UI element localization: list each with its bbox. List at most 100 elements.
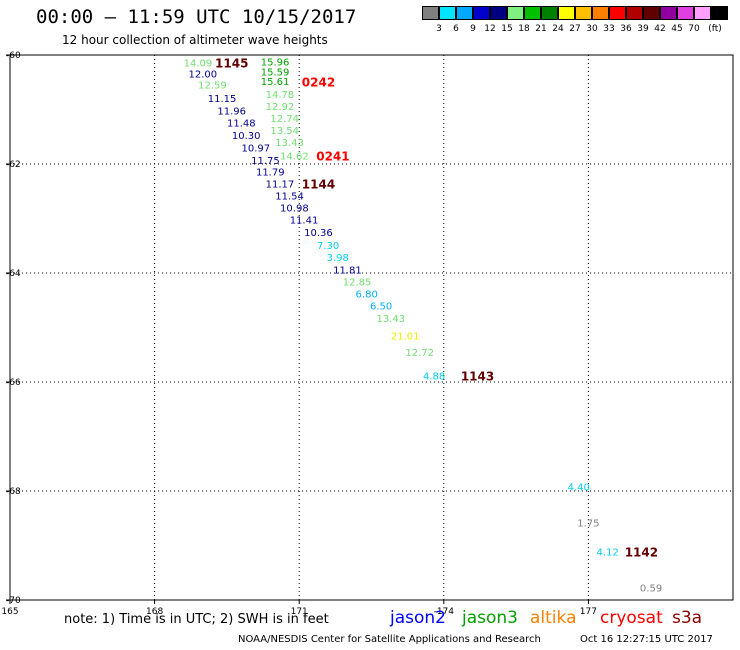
color-scale-tick-label: 3 [436,24,442,34]
wave-height-point: 1.75 [577,519,599,530]
pass-time-label: 1142 [625,545,658,559]
pass-time-label: 1145 [215,57,248,71]
x-tick-label: -174 [434,607,455,617]
x-tick-label: 177 [580,607,597,617]
credit-line: NOAA/NESDIS Center for Satellite Applica… [238,634,541,645]
wave-height-point: 11.81 [333,266,362,277]
x-tick-label: 168 [146,607,163,617]
wave-height-point: 10.30 [232,131,261,142]
color-scale-swatch [711,6,728,20]
color-scale-tick-label: 30 [586,24,598,34]
y-tick-label: -70 [6,596,21,606]
color-scale-tick-label: 33 [603,24,615,34]
wave-height-point: 0.59 [640,583,662,594]
wave-height-point: 11.48 [227,119,256,130]
wave-height-point: 13.43 [376,314,405,325]
y-tick-label: -64 [6,269,21,279]
wave-height-point: 15.59 [261,67,290,78]
color-scale-swatch [507,6,524,20]
color-scale-swatch [694,6,711,20]
color-scale-tick-label: 24 [552,24,564,34]
wave-height-point: 11.79 [256,168,285,179]
color-scale-tick-label: 70 [688,24,700,34]
wave-height-point: 11.54 [275,192,304,203]
wave-height-point: 12.00 [188,70,217,81]
color-scale-swatch [473,6,490,20]
wave-height-point: 13.43 [275,138,304,149]
color-scale-swatch [490,6,507,20]
x-tick-label: 171 [291,607,308,617]
y-tick-label: -62 [6,160,21,170]
wave-height-point: 11.17 [266,180,295,191]
color-scale-tick-label: 39 [637,24,649,34]
wave-height-point: 4.40 [568,483,590,494]
footer-note: note: 1) Time is in UTC; 2) SWH is in fe… [64,612,329,627]
color-scale-swatch [609,6,626,20]
color-scale-swatch [524,6,541,20]
wave-height-point: 10.97 [241,144,270,155]
wave-height-point: 3.98 [327,253,349,264]
chart-title: 00:00 – 11:59 UTC 10/15/2017 [36,6,357,28]
color-scale-swatch [592,6,609,20]
legend-jason3: jason3 [462,608,518,628]
y-tick-label: -60 [6,51,21,61]
y-tick-label: -66 [6,378,21,388]
y-tick-label: -68 [6,487,21,497]
pass-time-label: 0241 [316,149,349,163]
color-scale-tick-label: 15 [501,24,513,34]
color-scale-swatch [660,6,677,20]
color-scale-tick-label: (ft) [708,24,722,34]
color-scale-swatch [643,6,660,20]
color-scale-swatch [575,6,592,20]
wave-height-point: 4.12 [597,547,619,558]
wave-height-point: 12.74 [270,114,299,125]
color-scale-tick-label: 27 [569,24,581,34]
legend-s3a: s3a [672,608,703,628]
color-scale-swatch [422,6,439,20]
color-scale-tick-label: 9 [470,24,476,34]
pass-time-label: 1143 [461,369,494,383]
color-scale-swatch [541,6,558,20]
color-scale-swatch [626,6,643,20]
wave-height-point: 11.75 [251,156,280,167]
color-scale-tick-label: 12 [484,24,496,34]
color-scale-swatch [677,6,694,20]
wave-height-point: 12.59 [198,80,227,91]
wave-height-point: 13.54 [270,126,299,137]
wave-height-point: 14.78 [266,90,295,101]
chart-subtitle: 12 hour collection of altimeter wave hei… [62,33,328,47]
color-scale-swatch [439,6,456,20]
wave-height-point: 6.50 [370,302,392,313]
legend-cryosat: cryosat [600,608,663,628]
wave-height-point: 11.15 [208,94,237,105]
wave-height-point: 4.88 [423,371,445,382]
wave-height-point: 12.72 [405,348,434,359]
x-tick-label: 165 [1,607,18,617]
wave-height-point: 21.01 [391,332,420,343]
pass-time-label: 0242 [302,76,335,90]
wave-height-point: 10.98 [280,204,309,215]
wave-height-point: 7.30 [317,241,339,252]
wave-height-point: 14.62 [280,151,309,162]
wave-height-point: 14.09 [184,59,213,70]
wave-height-point: 6.80 [356,290,378,301]
color-scale-tick-label: 18 [518,24,530,34]
color-scale-tick-label: 45 [671,24,683,34]
pass-time-label: 1144 [302,178,335,192]
wave-height-point: 15.96 [261,58,290,69]
wave-height-point: 10.36 [304,228,333,239]
color-scale-swatch [558,6,575,20]
color-scale-tick-label: 42 [654,24,666,34]
legend-jason2: jason2 [390,608,446,628]
wave-height-point: 12.85 [343,278,372,289]
wave-height-point: 11.96 [217,107,246,118]
color-scale-tick-label: 21 [535,24,547,34]
wave-height-point: 15.61 [261,77,290,88]
color-scale-tick-label: 6 [453,24,459,34]
color-scale-tick-label: 36 [620,24,632,34]
wave-height-point: 11.41 [290,216,319,227]
plot-frame [9,54,734,601]
legend-altika: altika [530,608,577,628]
color-scale-swatch [456,6,473,20]
